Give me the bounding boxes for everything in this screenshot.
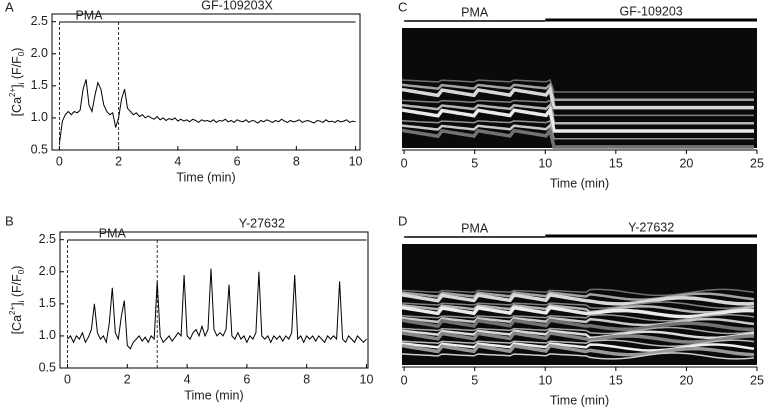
y-axis-label-part: ) bbox=[10, 266, 24, 270]
x-tick-label: 20 bbox=[679, 156, 693, 170]
y-axis-label-part: i bbox=[17, 300, 26, 302]
panel-label: C bbox=[398, 0, 407, 14]
y-axis-label-part: 2+ bbox=[8, 306, 17, 315]
kymograph-band bbox=[401, 343, 755, 357]
x-tick-label: 2 bbox=[115, 154, 122, 168]
y-axis-label-part: i bbox=[17, 82, 26, 84]
x-tick-label: 15 bbox=[609, 156, 623, 170]
y-axis-label-part: [Ca bbox=[10, 97, 24, 117]
treatment-label: PMA bbox=[75, 8, 103, 22]
x-tick-label: 15 bbox=[609, 373, 623, 387]
kymograph-band bbox=[401, 316, 755, 327]
x-tick-label: 10 bbox=[360, 372, 374, 386]
x-tick-label: 8 bbox=[303, 372, 310, 386]
y-axis-label: [Ca2+]i (F/F0) bbox=[8, 48, 26, 117]
kymograph-band bbox=[401, 339, 755, 347]
kymograph-band bbox=[401, 293, 755, 306]
kymograph-band bbox=[401, 301, 755, 309]
kymograph-band bbox=[401, 329, 755, 339]
x-axis-label: Time (min) bbox=[176, 170, 235, 184]
y-tick-label: 1.5 bbox=[31, 78, 48, 92]
y-tick-label: 2.0 bbox=[39, 264, 56, 278]
panel-label: A bbox=[5, 0, 14, 14]
kymograph-band bbox=[401, 102, 754, 125]
y-tick-label: 2.0 bbox=[31, 46, 48, 60]
plot-frame bbox=[51, 13, 361, 151]
y-axis-label-part: 2+ bbox=[8, 88, 17, 97]
y-axis-label-part: 0 bbox=[17, 269, 26, 274]
y-axis-label-part: (F/F bbox=[10, 56, 24, 83]
treatment-label: PMA bbox=[461, 5, 489, 19]
x-tick-label: 0 bbox=[401, 156, 408, 170]
y-axis-label-part: ) bbox=[10, 48, 24, 52]
x-tick-label: 4 bbox=[174, 154, 181, 168]
kymograph-band bbox=[401, 352, 755, 360]
x-tick-label: 0 bbox=[56, 154, 63, 168]
kymograph bbox=[401, 244, 757, 365]
x-tick-label: 0 bbox=[401, 373, 408, 387]
x-tick-label: 25 bbox=[750, 156, 764, 170]
kymograph bbox=[401, 28, 757, 149]
panel-label: D bbox=[398, 213, 407, 228]
kymograph-band bbox=[401, 126, 754, 149]
treatment-label: Y-27632 bbox=[628, 220, 674, 234]
x-axis-label: Time (min) bbox=[184, 388, 243, 402]
trace bbox=[67, 268, 367, 350]
kymograph-band bbox=[401, 305, 755, 319]
kymograph-band bbox=[401, 99, 754, 117]
y-tick-label: 0.5 bbox=[39, 360, 56, 374]
kymograph-band bbox=[401, 105, 754, 133]
kymograph-band bbox=[401, 82, 754, 102]
y-tick-label: 1.0 bbox=[39, 328, 56, 342]
treatment-label: GF-109203 bbox=[620, 4, 683, 18]
treatment-label: GF-109203X bbox=[201, 0, 273, 12]
kymograph-band bbox=[401, 326, 755, 335]
treatment-label: PMA bbox=[99, 226, 127, 240]
y-tick-label: 1.5 bbox=[39, 296, 56, 310]
y-axis-label-part: [Ca bbox=[10, 315, 24, 335]
panel-label: B bbox=[5, 213, 14, 228]
x-tick-label: 5 bbox=[471, 156, 478, 170]
x-tick-label: 20 bbox=[679, 373, 693, 387]
kymograph-band bbox=[401, 314, 755, 322]
x-tick-label: 0 bbox=[64, 372, 71, 386]
x-tick-label: 10 bbox=[349, 154, 363, 168]
y-axis-label-part: ] bbox=[10, 302, 24, 305]
y-axis-label-part: (F/F bbox=[10, 274, 24, 301]
y-tick-label: 2.5 bbox=[31, 14, 48, 28]
kymograph-band bbox=[401, 85, 754, 110]
y-axis-label-part: ] bbox=[10, 84, 24, 87]
kymograph-band bbox=[401, 119, 754, 140]
plot-frame bbox=[59, 231, 369, 369]
treatment-label: Y-27632 bbox=[239, 216, 285, 230]
kymograph-band bbox=[401, 291, 755, 301]
x-axis-label: Time (min) bbox=[550, 176, 609, 190]
y-axis-label: [Ca2+]i (F/F0) bbox=[8, 266, 26, 335]
kymograph-band bbox=[401, 331, 754, 344]
y-axis-label-part: 0 bbox=[17, 51, 26, 56]
x-axis-label: Time (min) bbox=[550, 393, 609, 407]
x-tick-label: 6 bbox=[234, 154, 241, 168]
y-tick-label: 0.5 bbox=[31, 142, 48, 156]
x-tick-label: 6 bbox=[243, 372, 250, 386]
x-tick-label: 4 bbox=[184, 372, 191, 386]
y-tick-label: 1.0 bbox=[31, 110, 48, 124]
x-tick-label: 10 bbox=[538, 373, 552, 387]
y-tick-label: 2.5 bbox=[39, 232, 56, 246]
kymograph-band bbox=[401, 303, 755, 314]
x-tick-label: 2 bbox=[124, 372, 131, 386]
kymograph-band bbox=[401, 288, 755, 297]
trace bbox=[58, 79, 356, 144]
kymograph-band bbox=[401, 318, 755, 332]
treatment-label: PMA bbox=[461, 221, 489, 235]
x-tick-label: 5 bbox=[471, 373, 478, 387]
x-tick-label: 25 bbox=[750, 373, 764, 387]
x-tick-label: 8 bbox=[293, 154, 300, 168]
kymograph-band bbox=[401, 78, 754, 93]
x-tick-label: 10 bbox=[538, 156, 552, 170]
kymograph-band bbox=[401, 342, 755, 352]
